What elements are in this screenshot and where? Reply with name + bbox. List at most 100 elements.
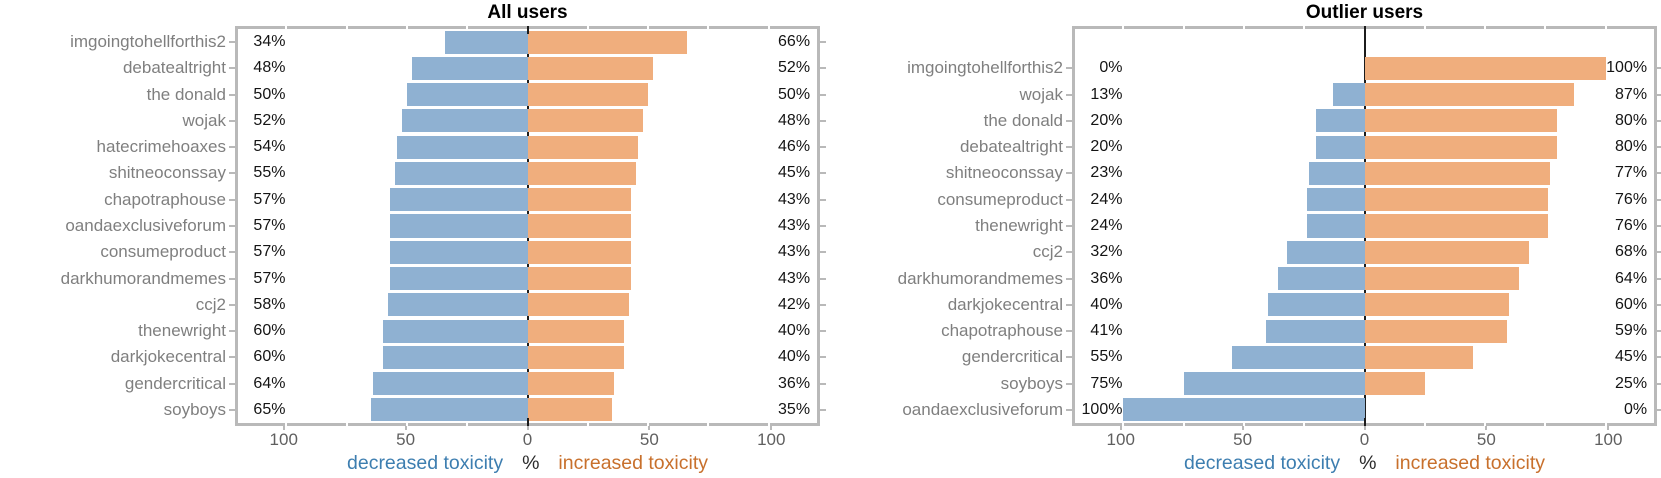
row-label: chapotraphouse xyxy=(941,321,1063,341)
row-label: ccj2 xyxy=(1032,242,1063,262)
row-label: debatealtright xyxy=(959,137,1063,157)
bar-decreased-toxicity xyxy=(397,135,528,159)
bar-decreased-toxicity xyxy=(1183,372,1365,396)
y-tick-mark xyxy=(1657,382,1661,385)
bar-increased-toxicity xyxy=(527,56,653,80)
x-tick-label: 100 xyxy=(1594,430,1623,449)
value-label-decreased: 64% xyxy=(253,374,286,392)
row-label: ccj2 xyxy=(195,294,226,314)
bar-row: 57% 43% xyxy=(229,213,826,239)
caption-decreased-toxicity: decreased toxicity xyxy=(1184,452,1341,474)
y-tick-mark xyxy=(229,224,235,227)
value-label-decreased: 65% xyxy=(253,400,286,418)
bar-row: 41% 59% xyxy=(1066,318,1661,344)
border-tick-mark xyxy=(1182,423,1185,426)
chart-body: imgoingtohellforthis2 debatealtright the d… xyxy=(0,26,826,475)
bar-decreased-toxicity xyxy=(1306,188,1365,212)
value-label-increased: 36% xyxy=(778,374,811,392)
y-tick-mark xyxy=(820,330,826,333)
bar-increased-toxicity xyxy=(527,266,632,291)
border-tick-mark xyxy=(1544,26,1547,29)
y-tick-mark xyxy=(820,303,826,306)
y-tick-mark xyxy=(1657,251,1661,254)
bar-row: 50% 50% xyxy=(229,82,826,108)
bar-row: 58% 42% xyxy=(229,292,826,318)
y-tick-mark xyxy=(820,277,826,280)
caption-decreased-toxicity: decreased toxicity xyxy=(347,452,504,474)
row-label: oandaexclusiveforum xyxy=(902,399,1063,419)
y-tick-mark xyxy=(1657,277,1661,280)
border-tick-mark xyxy=(1423,26,1426,29)
value-label-increased: 42% xyxy=(778,295,811,313)
bar-increased-toxicity xyxy=(1364,214,1548,238)
bar-increased-toxicity xyxy=(1364,319,1507,343)
bar-row: 57% 43% xyxy=(229,239,826,265)
axis-caption: decreased toxicity % increased toxicity xyxy=(1072,451,1657,475)
bar-decreased-toxicity xyxy=(390,266,528,291)
value-label-increased: 43% xyxy=(778,190,811,208)
border-tick-mark xyxy=(647,26,650,29)
x-tick-mark xyxy=(1607,426,1610,430)
bar-decreased-toxicity xyxy=(394,161,528,185)
value-label-increased: 40% xyxy=(778,322,811,340)
y-tick-mark xyxy=(1066,224,1072,227)
bar-decreased-toxicity xyxy=(370,398,528,422)
row-label: hatecrimehoaxes xyxy=(96,137,226,157)
bar-row: 0% 100% xyxy=(1066,55,1661,81)
bar-row: 36% 64% xyxy=(1066,265,1661,291)
border-tick-mark xyxy=(707,26,710,29)
y-tick-mark xyxy=(820,172,826,175)
bar-decreased-toxicity xyxy=(390,214,528,238)
y-tick-mark xyxy=(229,146,235,149)
row-label: shitneoconssay xyxy=(108,163,226,183)
x-tick-label: 0 xyxy=(1359,430,1370,449)
bar-increased-toxicity xyxy=(527,30,687,54)
row-label: darkhumorandmemes xyxy=(60,268,226,288)
x-tick-label: 100 xyxy=(757,430,786,449)
value-label-increased: 48% xyxy=(778,111,811,129)
bar-decreased-toxicity xyxy=(1265,319,1365,343)
y-tick-mark xyxy=(229,93,235,96)
row-label: consumeproduct xyxy=(937,189,1063,209)
bar-row: 75% 25% xyxy=(1066,370,1661,396)
x-tick-mark xyxy=(1241,426,1244,430)
y-tick-mark xyxy=(229,277,235,280)
y-tick-mark xyxy=(1657,119,1661,122)
value-label-increased: 25% xyxy=(1615,374,1648,392)
row-label: wojak xyxy=(182,110,226,130)
bar-increased-toxicity xyxy=(527,188,632,212)
bar-increased-toxicity xyxy=(1364,56,1606,80)
bar-increased-toxicity xyxy=(1364,188,1548,212)
x-tick-label: 100 xyxy=(269,430,298,449)
border-tick-mark xyxy=(767,26,770,29)
value-label-decreased: 20% xyxy=(1090,138,1123,156)
border-tick-mark xyxy=(1604,26,1607,29)
x-tick-mark xyxy=(404,426,407,430)
row-label: chapotraphouse xyxy=(104,189,226,209)
value-label-increased: 64% xyxy=(1615,269,1648,287)
border-tick-mark xyxy=(466,26,469,29)
x-tick-mark xyxy=(526,426,529,430)
bar-row: 48% 52% xyxy=(229,55,826,81)
plot-area: 34% 66% 48% 52% 50% 50% 52% 48% 54% 46% 55% 45% 57% 4… xyxy=(229,26,826,426)
value-label-decreased: 32% xyxy=(1090,243,1123,261)
bar-row: 54% 46% xyxy=(229,134,826,160)
value-label-decreased: 23% xyxy=(1090,164,1123,182)
plot-area: 0% 100% 13% 87% 20% 80% 20% 80% 23% 77% 24% 76% 24% 7… xyxy=(1066,26,1661,426)
bar-row: 55% 45% xyxy=(229,160,826,186)
value-label-decreased: 50% xyxy=(253,85,286,103)
value-label-decreased: 34% xyxy=(253,33,286,51)
bar-decreased-toxicity xyxy=(1287,240,1365,264)
y-tick-mark xyxy=(1657,330,1661,333)
border-tick-mark xyxy=(466,423,469,426)
value-label-decreased: 55% xyxy=(253,164,286,182)
row-label: thenewright xyxy=(975,215,1063,235)
panel-outlier-users: Outlier users imgoingtohellforthis2 wojak… xyxy=(831,1,1661,478)
y-tick-mark xyxy=(1066,382,1072,385)
bar-increased-toxicity xyxy=(1364,293,1510,317)
value-label-increased: 45% xyxy=(778,164,811,182)
y-tick-mark xyxy=(1066,303,1072,306)
bar-row: 34% 66% xyxy=(229,29,826,55)
bar-increased-toxicity xyxy=(527,319,624,343)
